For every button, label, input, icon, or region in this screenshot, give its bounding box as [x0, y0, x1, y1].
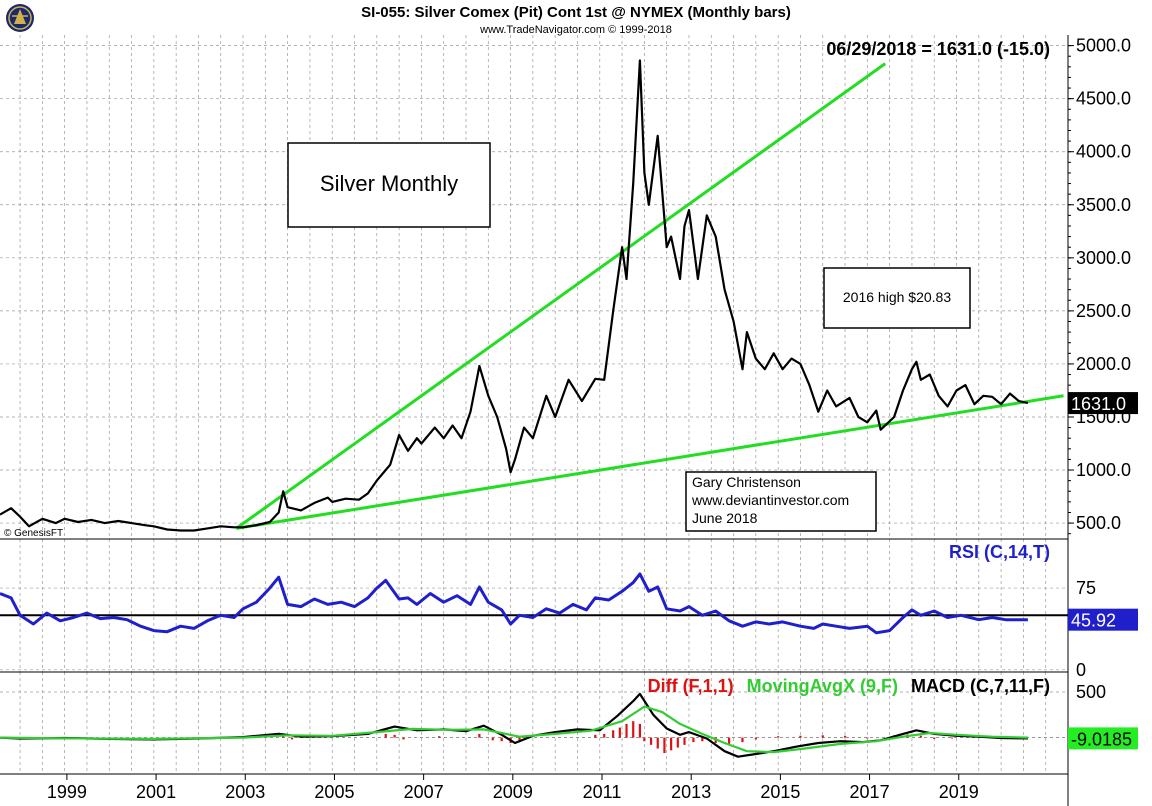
x-tick-label: 2005 [314, 782, 354, 802]
x-tick-label: 2015 [760, 782, 800, 802]
price-layer [0, 59, 1064, 532]
x-tick-label: 1999 [47, 782, 87, 802]
rsi-last-value-bg [1068, 608, 1138, 631]
price-y-tick-label: 1000.0 [1076, 460, 1131, 480]
price-y-tick-label: 3500.0 [1076, 195, 1131, 215]
macd-last-value: -9.0185 [1071, 729, 1132, 749]
annotation-silver-monthly-text: Silver Monthly [320, 171, 458, 196]
rsi-series-line [0, 572, 1028, 635]
trendline [236, 394, 1064, 530]
author-name: Gary Christenson [692, 474, 801, 490]
price-y-tick-label: 2000.0 [1076, 354, 1131, 374]
macd-title: Diff (F,1,1) MovingAvgX (9,F) MACD (C,7,… [648, 676, 1050, 696]
last-quote: 06/29/2018 = 1631.0 (-15.0) [826, 39, 1050, 59]
annotation-author: Gary Christenson www.deviantinvestor.com… [685, 471, 877, 532]
author-site: www.deviantinvestor.com [691, 492, 849, 508]
price-y-axis: 5000.0 4500.0 4000.0 3500.0 3000.0 2500.0 2000… [1068, 36, 1131, 535]
price-y-tick-label: 5000.0 [1076, 36, 1131, 56]
x-tick-label: 2007 [404, 782, 444, 802]
rsi-y-tick-label: 75 [1076, 578, 1096, 598]
macd-y-tick-label: 500 [1076, 682, 1106, 702]
trade-navigator-logo [6, 4, 34, 32]
price-last-value: 1631.0 [1071, 394, 1126, 414]
moving-avg-series-line [0, 705, 1028, 754]
macd-label: MACD (C,7,11,F) [911, 676, 1050, 696]
macd-last-value-bg [1068, 727, 1138, 750]
annotation-2016-high-text: 2016 high $20.83 [843, 289, 951, 305]
x-tick-label: 2011 [583, 782, 622, 802]
x-tick-label: 2003 [225, 782, 265, 802]
x-tick-label: 2001 [136, 782, 176, 802]
price-series-line [0, 59, 1029, 532]
x-tick-label: 2009 [493, 782, 533, 802]
last-value-flags: 1631.0 45.92 -9.0185 [1068, 392, 1138, 750]
chart-title: SI-055: Silver Comex (Pit) Cont 1st @ NY… [361, 4, 791, 21]
rsi-grid [0, 539, 1068, 672]
macd-y-axis: 500 [1076, 682, 1106, 702]
price-y-tick-label: 4500.0 [1076, 89, 1131, 109]
trendline [235, 62, 887, 530]
x-tick-label: 2019 [939, 782, 979, 802]
price-last-value-bg [1068, 392, 1138, 415]
chart-subtitle: www.TradeNavigator.com © 1999-2018 [479, 24, 672, 36]
price-y-tick-label: 4000.0 [1076, 142, 1131, 162]
price-y-tick-label: 2500.0 [1076, 301, 1131, 321]
annotation-silver-monthly: Silver Monthly [287, 142, 491, 228]
price-y-tick-label: 3000.0 [1076, 248, 1131, 268]
author-date: June 2018 [692, 510, 758, 526]
x-tick-label: 2017 [850, 782, 890, 802]
rsi-y-axis: 75 0 [1076, 578, 1096, 680]
price-y-tick-label: 500.0 [1076, 513, 1121, 533]
x-axis: 1999 2001 2003 2005 2007 2009 2011 2013 2015 2017… [47, 774, 979, 802]
rsi-last-value: 45.92 [1071, 611, 1116, 631]
rsi-layer [0, 572, 1068, 635]
moving-avg-label: MovingAvgX (9,F) [747, 676, 898, 696]
rsi-title: RSI (C,14,T) [949, 542, 1050, 562]
diff-label: Diff (F,1,1) [648, 676, 734, 696]
annotation-2016-high: 2016 high $20.83 [823, 267, 971, 329]
rsi-y-tick-label: 0 [1076, 660, 1086, 680]
x-tick-label: 2013 [671, 782, 711, 802]
macd-layer [0, 692, 1028, 758]
genesis-copyright: © GenesisFT [4, 528, 63, 539]
